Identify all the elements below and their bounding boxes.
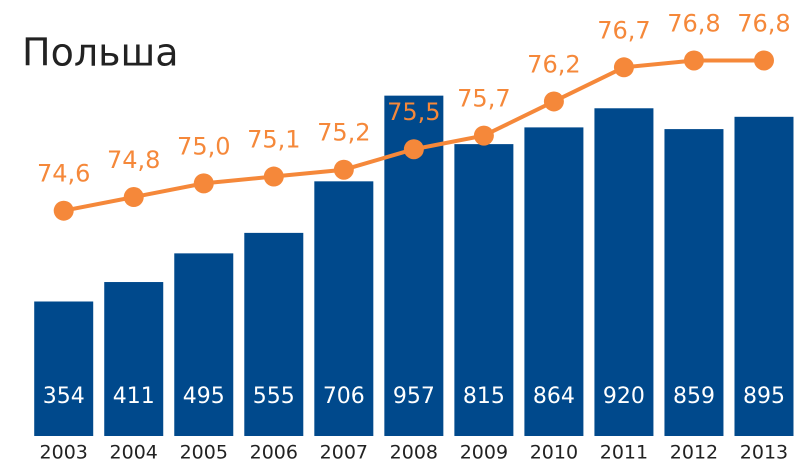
bar-value-label: 895 [743,384,785,409]
line-value-label: 75,1 [247,126,300,154]
x-tick-label: 2004 [110,442,158,464]
bar [594,108,654,436]
bar [734,116,794,436]
bar-value-label: 354 [43,384,85,409]
line-value-label: 75,5 [387,98,440,126]
x-tick-label: 2010 [530,442,578,464]
line-marker [473,125,494,146]
bar [314,181,374,436]
bar-value-label: 411 [113,384,155,409]
line-value-label: 76,8 [737,9,790,37]
bar [174,253,234,436]
line-value-label: 76,8 [667,9,720,37]
bar-value-label: 706 [323,384,365,409]
line-marker [333,159,354,180]
x-tick-label: 2008 [390,442,438,464]
bar-value-label: 957 [393,384,435,409]
x-tick-label: 2012 [670,442,718,464]
bar-value-label: 859 [673,384,715,409]
line-marker [613,57,634,78]
bar [104,282,164,436]
line-marker [543,91,564,112]
bar [34,301,94,436]
x-tick-label: 2009 [460,442,508,464]
line-marker [263,166,284,187]
line-marker [753,50,774,71]
line-marker [123,187,144,208]
line-marker [53,200,74,221]
line-marker [683,50,704,71]
line-value-label: 76,2 [527,50,580,78]
bar [664,129,724,436]
line-value-label: 75,7 [457,85,510,113]
bar-value-label: 815 [463,384,505,409]
line-value-label: 74,8 [107,146,160,174]
x-tick-label: 2007 [320,442,368,464]
line-value-label: 75,0 [177,132,230,160]
line-value-label: 76,7 [597,16,650,44]
line-marker [403,139,424,160]
x-tick-label: 2013 [740,442,788,464]
line-value-label: 74,6 [37,160,90,188]
x-tick-label: 2011 [600,442,648,464]
line-value-label: 75,2 [317,119,370,147]
x-tick-label: 2003 [40,442,88,464]
bar-value-label: 495 [183,384,225,409]
bar-value-label: 864 [533,384,575,409]
x-tick-label: 2006 [250,442,298,464]
bar [524,127,584,437]
chart-title: Польша [22,31,179,75]
bar [454,144,514,436]
bar-value-label: 920 [603,384,645,409]
x-tick-label: 2005 [180,442,228,464]
bar [244,232,304,436]
bar-value-label: 555 [253,384,295,409]
line-marker [193,173,214,194]
